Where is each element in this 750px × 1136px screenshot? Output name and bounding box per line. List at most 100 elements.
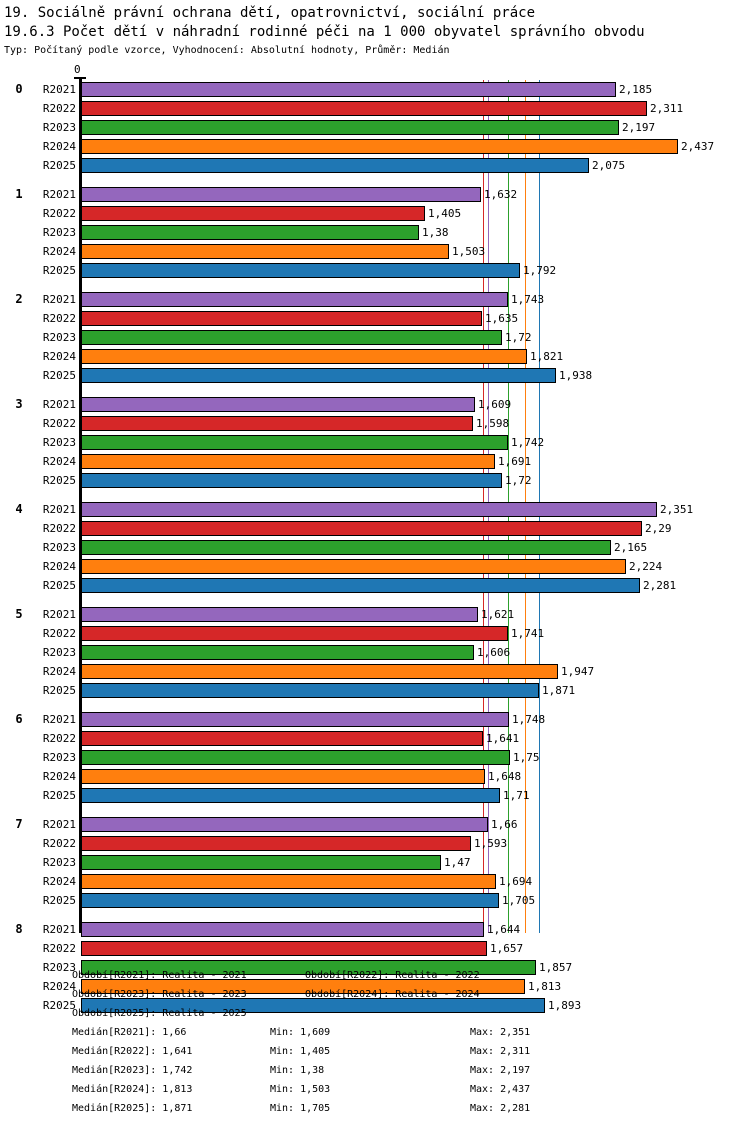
bar-r2025[interactable] [81,368,556,383]
bar-row-label: R2022 [42,101,76,115]
bar-row[interactable]: R2023 1,857 [0,958,750,977]
bar-row[interactable]: R2023 1,742 [0,433,750,452]
bar-row[interactable]: R2025 2,075 [0,156,750,175]
bar-r2023[interactable] [81,960,536,975]
bar-row-label: R2023 [42,225,76,239]
bar-row[interactable]: R2021 1,632 [0,185,750,204]
bar-r2022[interactable] [81,311,482,326]
bar-r2022[interactable] [81,941,487,956]
bar-row[interactable]: R2022 1,741 [0,624,750,643]
bar-row[interactable]: R2022 1,641 [0,729,750,748]
bar-row[interactable]: R2025 1,871 [0,681,750,700]
bar-r2024[interactable] [81,349,527,364]
bar-wrapper: 1,635 [81,311,518,326]
bar-wrapper: 1,694 [81,874,532,889]
bar-row[interactable]: R2025 1,71 [0,786,750,805]
bar-r2023[interactable] [81,435,508,450]
bar-row[interactable]: R2023 1,75 [0,748,750,767]
bar-r2021[interactable] [81,607,478,622]
bar-row[interactable]: R2022 2,311 [0,99,750,118]
bar-r2024[interactable] [81,559,626,574]
bar-row[interactable]: R2024 1,821 [0,347,750,366]
bar-r2022[interactable] [81,101,647,116]
bar-row[interactable]: R2024 1,947 [0,662,750,681]
bar-r2023[interactable] [81,120,619,135]
bar-r2021[interactable] [81,292,508,307]
bar-row[interactable]: R2022 1,405 [0,204,750,223]
bar-r2023[interactable] [81,330,502,345]
bar-r2021[interactable] [81,397,475,412]
bar-r2022[interactable] [81,521,642,536]
bar-row[interactable]: R2022 2,29 [0,519,750,538]
bar-r2024[interactable] [81,979,525,994]
bar-value-label: 2,351 [660,502,694,516]
bar-value-label: 1,657 [490,941,524,955]
bar-wrapper: 1,691 [81,454,531,469]
bar-r2023[interactable] [81,225,419,240]
bar-r2024[interactable] [81,454,495,469]
bar-row[interactable]: R2021 1,644 [0,920,750,939]
bar-row[interactable]: R2025 1,792 [0,261,750,280]
bar-row[interactable]: R2021 2,351 [0,500,750,519]
bar-row[interactable]: R2025 1,893 [0,996,750,1015]
bar-group: 0 R2021 2,185 R2022 2,311 R2023 2,197 R2024 2,43… [0,80,750,175]
bar-r2023[interactable] [81,540,611,555]
bar-r2021[interactable] [81,922,484,937]
bar-r2025[interactable] [81,893,499,908]
bar-row[interactable]: R2024 1,691 [0,452,750,471]
bar-r2024[interactable] [81,244,449,259]
bar-r2022[interactable] [81,731,483,746]
bar-r2021[interactable] [81,82,616,97]
bar-row[interactable]: R2025 1,72 [0,471,750,490]
bar-row[interactable]: R2023 1,606 [0,643,750,662]
bar-r2025[interactable] [81,788,500,803]
bar-row[interactable]: R2023 1,72 [0,328,750,347]
bar-row[interactable]: R2023 1,47 [0,853,750,872]
bar-r2023[interactable] [81,645,474,660]
bar-row[interactable]: R2025 1,938 [0,366,750,385]
bar-row-label: R2021 [42,922,76,936]
bar-row[interactable]: R2025 2,281 [0,576,750,595]
bar-r2022[interactable] [81,206,425,221]
bar-r2021[interactable] [81,817,488,832]
bar-row-label: R2022 [42,416,76,430]
bar-r2025[interactable] [81,683,539,698]
bar-row[interactable]: R2024 1,813 [0,977,750,996]
bar-row[interactable]: R2024 2,437 [0,137,750,156]
bar-r2022[interactable] [81,836,471,851]
bar-r2021[interactable] [81,712,509,727]
bar-r2025[interactable] [81,473,502,488]
bar-r2022[interactable] [81,626,508,641]
bar-r2022[interactable] [81,416,473,431]
bar-r2023[interactable] [81,750,510,765]
bar-row[interactable]: R2021 1,743 [0,290,750,309]
bar-row[interactable]: R2024 1,503 [0,242,750,261]
bar-row[interactable]: R2021 1,66 [0,815,750,834]
bar-r2025[interactable] [81,263,520,278]
bar-r2024[interactable] [81,874,496,889]
bar-row[interactable]: R2025 1,705 [0,891,750,910]
bar-r2021[interactable] [81,502,657,517]
bar-row[interactable]: R2024 1,648 [0,767,750,786]
bar-r2025[interactable] [81,998,545,1013]
bar-row[interactable]: R2021 1,621 [0,605,750,624]
bar-row[interactable]: R2021 1,748 [0,710,750,729]
bar-row[interactable]: R2022 1,635 [0,309,750,328]
bar-row[interactable]: R2024 2,224 [0,557,750,576]
bar-r2021[interactable] [81,187,481,202]
bar-row[interactable]: R2024 1,694 [0,872,750,891]
bar-row[interactable]: R2023 2,165 [0,538,750,557]
bar-r2024[interactable] [81,139,678,154]
bar-row[interactable]: R2023 2,197 [0,118,750,137]
bar-row[interactable]: R2022 1,593 [0,834,750,853]
bar-r2024[interactable] [81,664,558,679]
bar-r2024[interactable] [81,769,485,784]
bar-r2023[interactable] [81,855,441,870]
bar-row[interactable]: R2022 1,598 [0,414,750,433]
bar-row[interactable]: R2022 1,657 [0,939,750,958]
bar-row[interactable]: R2023 1,38 [0,223,750,242]
bar-r2025[interactable] [81,158,589,173]
bar-row[interactable]: R2021 1,609 [0,395,750,414]
bar-r2025[interactable] [81,578,640,593]
bar-row[interactable]: R2021 2,185 [0,80,750,99]
